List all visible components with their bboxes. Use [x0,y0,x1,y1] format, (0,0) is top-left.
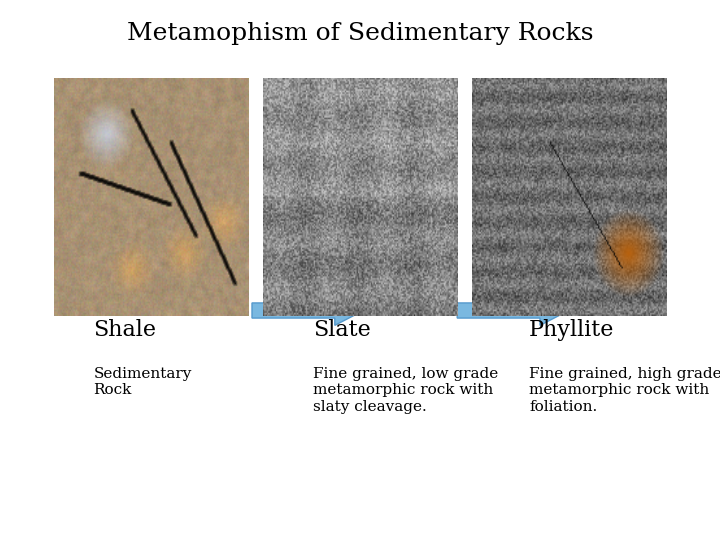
Text: Metamophism of Sedimentary Rocks: Metamophism of Sedimentary Rocks [127,22,593,45]
Text: Shale: Shale [94,319,157,341]
Text: Fine grained, low grade
metamorphic rock with
slaty cleavage.: Fine grained, low grade metamorphic rock… [313,367,498,414]
Text: Fine grained, high grade
metamorphic rock with
foliation.: Fine grained, high grade metamorphic roc… [529,367,720,414]
Text: Sedimentary
Rock: Sedimentary Rock [94,367,192,397]
FancyArrow shape [457,296,569,325]
Text: Phyllite: Phyllite [529,319,615,341]
FancyArrow shape [252,296,364,325]
Text: Slate: Slate [313,319,371,341]
